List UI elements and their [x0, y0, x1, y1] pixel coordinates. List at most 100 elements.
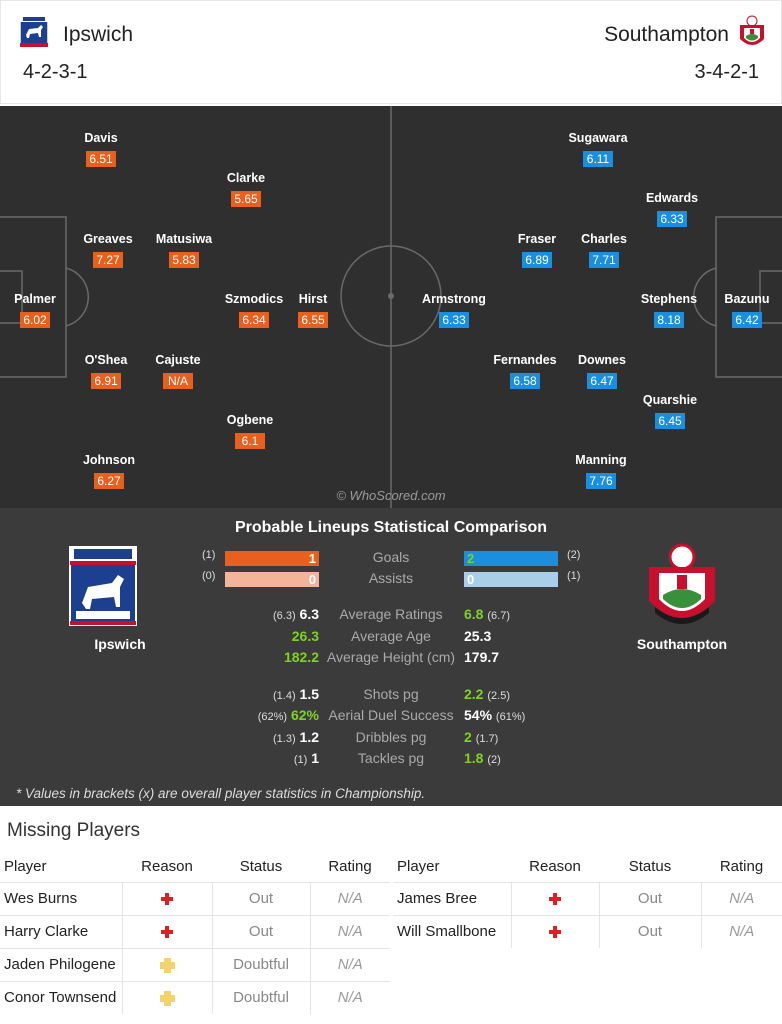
player-rating: 6.27	[94, 473, 124, 489]
home-missing-table: Player Reason Status Rating Wes Burns Out…	[0, 852, 390, 1014]
reason-cell	[510, 914, 599, 948]
home-goals-value: 1	[308, 551, 316, 566]
player-rating: 6.02	[20, 312, 50, 328]
away-player[interactable]: Fraser 6.89	[497, 232, 577, 269]
home-player[interactable]: Ogbene 6.1	[210, 413, 290, 450]
away-player[interactable]: Stephens 8.18	[629, 292, 709, 329]
player-name: Ogbene	[226, 413, 274, 427]
player-name: Stephens	[640, 292, 698, 306]
home-goals-bracket: (1)	[202, 549, 216, 561]
missing-player-row[interactable]: Wes Burns Out N/A	[0, 881, 390, 915]
home-player[interactable]: Davis 6.51	[61, 131, 141, 168]
home-player[interactable]: Palmer 6.02	[0, 292, 75, 329]
home-avg-height: 182.2	[283, 649, 319, 665]
tackles-label: Tackles pg	[357, 750, 425, 766]
missing-player-name[interactable]: Will Smallbone	[393, 914, 511, 948]
lineup-pitch: Davis 6.51 Clarke 5.65 Greaves 7.27 Matusiw…	[0, 106, 782, 508]
home-assists-bracket: (0)	[202, 570, 216, 582]
away-tackles-bracket: (2)	[487, 754, 501, 766]
player-rating: 7.76	[586, 473, 616, 489]
injury-icon	[160, 892, 174, 906]
player-rating: 6.1	[235, 433, 265, 449]
player-rating: 7.27	[93, 252, 123, 268]
missing-player-row[interactable]: Jaden Philogene Doubtful N/A	[0, 947, 390, 981]
away-player[interactable]: Quarshie 6.45	[630, 393, 710, 430]
rating-cell: N/A	[700, 881, 782, 915]
player-name: Manning	[575, 453, 627, 467]
assists-row: (0) 0 Assists 0 (1)	[0, 570, 782, 590]
reason-cell	[121, 914, 212, 948]
away-player[interactable]: Armstrong 6.33	[414, 292, 494, 329]
home-player[interactable]: Hirst 6.55	[273, 292, 353, 329]
missing-player-row[interactable]: Conor Townsend Doubtful N/A	[0, 980, 390, 1014]
status-cell: Doubtful	[211, 947, 310, 981]
player-rating: 7.71	[589, 252, 619, 268]
southampton-crest-icon	[649, 543, 715, 624]
missing-player-row[interactable]: Harry Clarke Out N/A	[0, 914, 390, 948]
missing-player-row[interactable]: James Bree Out N/A	[393, 881, 782, 915]
away-goals-bar: 2	[464, 551, 558, 566]
away-player[interactable]: Sugawara 6.11	[558, 131, 638, 168]
rating-cell: N/A	[309, 881, 390, 915]
away-goals-bracket: (2)	[567, 549, 581, 561]
home-player[interactable]: Johnson 6.27	[69, 453, 149, 490]
away-player[interactable]: Charles 7.71	[564, 232, 644, 269]
home-player[interactable]: O'Shea 6.91	[66, 353, 146, 390]
southampton-crest-icon	[740, 15, 764, 45]
away-player[interactable]: Edwards 6.33	[632, 191, 712, 228]
away-formation: 3-4-2-1	[694, 61, 759, 83]
player-name: Clarke	[226, 171, 266, 185]
reason-cell	[121, 947, 212, 981]
home-team-name[interactable]: Ipswich	[63, 23, 134, 46]
doubtful-icon	[159, 990, 175, 1006]
rating-cell: N/A	[700, 914, 782, 948]
player-name: Charles	[581, 232, 627, 246]
away-tackles: 1.8	[464, 750, 484, 766]
avg-age-row: 26.3 Average Age 25.3	[0, 628, 782, 648]
home-player[interactable]: Szmodics 6.34	[214, 292, 294, 329]
away-avg-height: 179.7	[464, 649, 500, 665]
player-name: Armstrong	[422, 292, 486, 306]
home-dribbles-bracket: (1.3)	[273, 733, 296, 745]
player-rating: 6.33	[657, 211, 687, 227]
away-player[interactable]: Downes 6.47	[562, 353, 642, 390]
home-player[interactable]: Matusiwa 5.83	[144, 232, 224, 269]
shots-row: (1.4) 1.5 Shots pg 2.2 (2.5)	[0, 686, 782, 706]
missing-player-row[interactable]: Will Smallbone Out N/A	[393, 914, 782, 948]
player-name: Greaves	[83, 232, 133, 246]
missing-player-name[interactable]: Harry Clarke	[0, 914, 122, 948]
away-player[interactable]: Bazunu 6.42	[707, 292, 782, 329]
player-name: Edwards	[645, 191, 699, 205]
player-rating: 8.18	[654, 312, 684, 328]
home-avg-rating: 6.3	[299, 606, 319, 622]
home-shots: 1.5	[299, 686, 319, 702]
home-assists-value: 0	[308, 572, 316, 587]
home-player[interactable]: Clarke 5.65	[206, 171, 286, 208]
missing-player-name[interactable]: Wes Burns	[0, 881, 122, 915]
status-cell: Out	[598, 881, 701, 915]
missing-player-name[interactable]: Jaden Philogene	[0, 947, 122, 981]
home-player[interactable]: Greaves 7.27	[68, 232, 148, 269]
home-tackles-bracket: (1)	[293, 754, 308, 766]
missing-player-name[interactable]: Conor Townsend	[0, 980, 122, 1014]
home-aerial: 62%	[290, 707, 319, 723]
watermark: © WhoScored.com	[336, 488, 446, 503]
missing-player-name[interactable]: James Bree	[393, 881, 511, 915]
away-player[interactable]: Manning 7.76	[561, 453, 641, 490]
status-cell: Out	[598, 914, 701, 948]
player-rating: 6.51	[86, 151, 116, 167]
player-name: Downes	[578, 353, 626, 367]
goals-label: Goals	[372, 549, 410, 565]
home-player[interactable]: Cajuste N/A	[138, 353, 218, 390]
avg-rating-label: Average Ratings	[339, 606, 443, 622]
reason-cell	[121, 980, 212, 1014]
player-rating: 6.42	[732, 312, 762, 328]
player-name: Palmer	[14, 292, 56, 306]
away-team-label: Southampton	[636, 636, 728, 652]
away-missing-table: Player Reason Status Rating James Bree Ou…	[393, 852, 782, 948]
away-dribbles-bracket: (1.7)	[475, 733, 499, 745]
away-team-name[interactable]: Southampton	[604, 23, 729, 46]
player-rating: N/A	[163, 373, 193, 389]
away-player[interactable]: Fernandes 6.58	[485, 353, 565, 390]
player-name: Matusiwa	[155, 232, 213, 246]
